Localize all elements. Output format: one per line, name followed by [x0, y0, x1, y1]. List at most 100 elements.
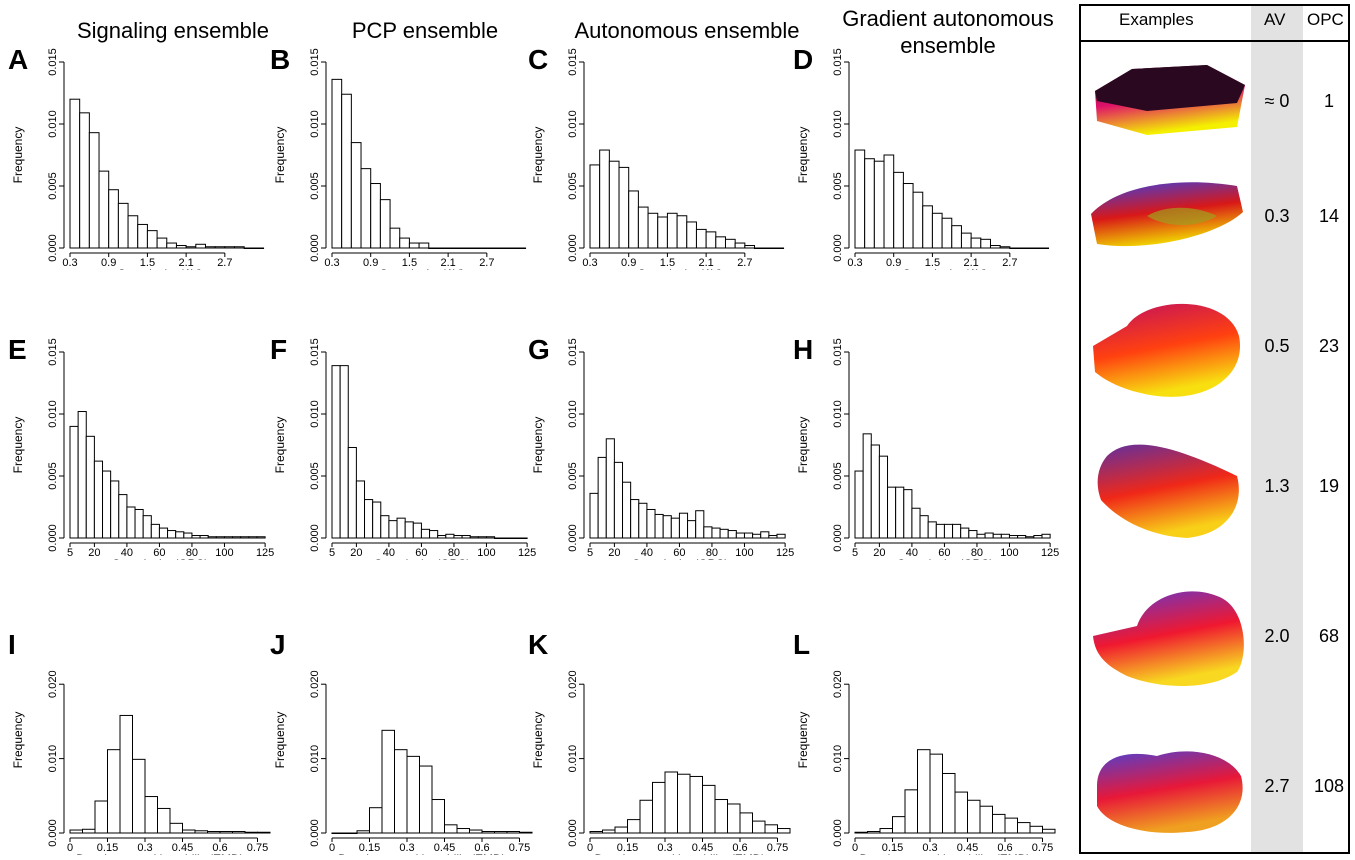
histogram-bar	[244, 831, 258, 834]
histogram-bar	[394, 749, 408, 834]
histogram-bar	[637, 206, 649, 249]
y-tick-label: 0.000	[832, 234, 844, 262]
histogram-bar	[146, 230, 158, 249]
histogram-bar	[85, 435, 95, 539]
histogram-bar	[420, 528, 431, 539]
histogram-bar	[627, 819, 641, 834]
histogram-bar	[207, 536, 217, 539]
histogram-bar	[976, 533, 986, 539]
histogram-bar	[418, 242, 430, 249]
panel-letter: L	[793, 629, 811, 660]
histogram-bar	[175, 531, 185, 539]
histogram-bar	[356, 830, 370, 834]
histogram-bar	[110, 480, 120, 539]
y-tick-label: 0.015	[832, 48, 844, 76]
y-tick-label: 0.015	[47, 338, 59, 366]
histogram-bar	[864, 158, 875, 249]
histogram-bar	[248, 536, 258, 539]
histogram-bar	[854, 470, 864, 539]
histogram-bar	[232, 831, 246, 834]
x-tick-label: 1.5	[140, 257, 155, 269]
x-tick-label: 0.45	[957, 842, 978, 854]
histogram-bar	[256, 536, 266, 539]
histogram-E: 0.000 0.005 0.010 0.015 Frequency 5 20 40 60 80 10…	[11, 338, 274, 560]
histogram-bar	[597, 456, 607, 539]
histogram-bar	[666, 212, 678, 249]
y-tick-label: 0.000	[309, 819, 321, 847]
x-tick-label: 0	[852, 842, 858, 854]
histogram-bar	[207, 831, 221, 834]
y-tick-label: 0.020	[309, 670, 321, 698]
histogram-bar	[1029, 825, 1043, 834]
x-tick-label: 0.3	[582, 257, 597, 269]
histogram-bar	[589, 831, 603, 834]
histogram-bar	[734, 242, 746, 249]
y-tick-label: 0.010	[567, 745, 579, 773]
histogram-B: 0.000 0.005 0.010 0.015 Frequency 0.3 0.9 1.5 2.…	[273, 48, 527, 270]
x-tick-label: 0.3	[399, 842, 414, 854]
histogram-bar	[895, 486, 905, 539]
histogram-bar	[931, 212, 943, 249]
x-tick-label: 0.9	[101, 257, 116, 269]
histogram-bar	[702, 784, 716, 834]
histogram-bar	[1004, 817, 1018, 834]
y-tick-label: 0.015	[47, 48, 59, 76]
histogram-bar	[980, 238, 991, 249]
histogram-bar	[711, 527, 721, 539]
histogram-bar	[602, 829, 616, 834]
x-tick-label: 0.3	[657, 842, 672, 854]
histogram-G: 0.000 0.005 0.010 0.015 Frequency 5 20 40 60 80 10…	[531, 338, 794, 560]
histogram-bar	[887, 486, 897, 539]
x-tick-label: 80	[706, 547, 718, 559]
histogram-bar	[638, 502, 648, 539]
column-title-pcp: PCP ensemble	[310, 17, 540, 44]
y-axis-label: Frequency	[273, 417, 287, 474]
histogram-bar	[102, 470, 112, 539]
x-tick-label: 5	[852, 547, 858, 559]
x-tick-label: 80	[448, 547, 460, 559]
x-tick-label: 0	[587, 842, 593, 854]
histogram-bar	[108, 189, 119, 249]
histogram-bar	[935, 523, 945, 539]
x-tick-label: 0.9	[363, 257, 378, 269]
x-tick-label: 0.75	[509, 842, 530, 854]
x-tick-label: 0.15	[359, 842, 380, 854]
column-title-gradient-autonomous: Gradient autonomous ensemble	[825, 5, 1071, 59]
histogram-A: 0.000 0.005 0.010 0.015 Frequency 0.3 0.9 1.5 2.…	[11, 48, 265, 270]
histogram-bar	[339, 365, 349, 539]
histogram-H: 0.000 0.005 0.010 0.015 Frequency 5 20 40 60 80 10…	[796, 338, 1059, 560]
x-tick-label: 1.5	[925, 257, 940, 269]
histogram-bar	[232, 536, 242, 539]
y-axis-label: Frequency	[531, 127, 545, 184]
histogram-bar	[1042, 828, 1056, 834]
histogram-bar	[727, 803, 741, 834]
histogram-bar	[1038, 247, 1050, 249]
x-tick-label: 100	[1000, 547, 1018, 559]
x-axis-label: Complexity (AV)	[117, 267, 203, 270]
example-av-value: 2.0	[1264, 626, 1290, 646]
histogram-bar	[777, 828, 791, 834]
y-axis-label: Frequency	[273, 127, 287, 184]
histogram-bar	[744, 245, 756, 249]
histogram-bar	[204, 246, 216, 249]
histogram-bar	[911, 507, 921, 539]
histogram-bar	[1019, 247, 1030, 249]
histogram-bar	[253, 247, 265, 249]
histogram-bar	[628, 190, 639, 249]
histogram-bar	[486, 247, 498, 249]
x-tick-label: 0.75	[767, 842, 788, 854]
histogram-bar	[879, 828, 893, 834]
x-axis-label: Complexity (OPC)	[897, 557, 994, 560]
av-header-label: AV	[1264, 10, 1286, 29]
histogram-bar	[776, 533, 786, 539]
x-tick-label: 0.3	[324, 257, 339, 269]
x-tick-label: 0.6	[212, 842, 227, 854]
histogram-bar	[614, 826, 628, 834]
histogram-bar	[502, 537, 512, 539]
histogram-bar	[904, 789, 918, 834]
x-tick-label: 2.1	[698, 257, 713, 269]
histogram-bar	[878, 455, 889, 539]
histogram-bar	[98, 170, 110, 249]
histogram-bar	[496, 247, 507, 249]
y-tick-label: 0.000	[567, 819, 579, 847]
